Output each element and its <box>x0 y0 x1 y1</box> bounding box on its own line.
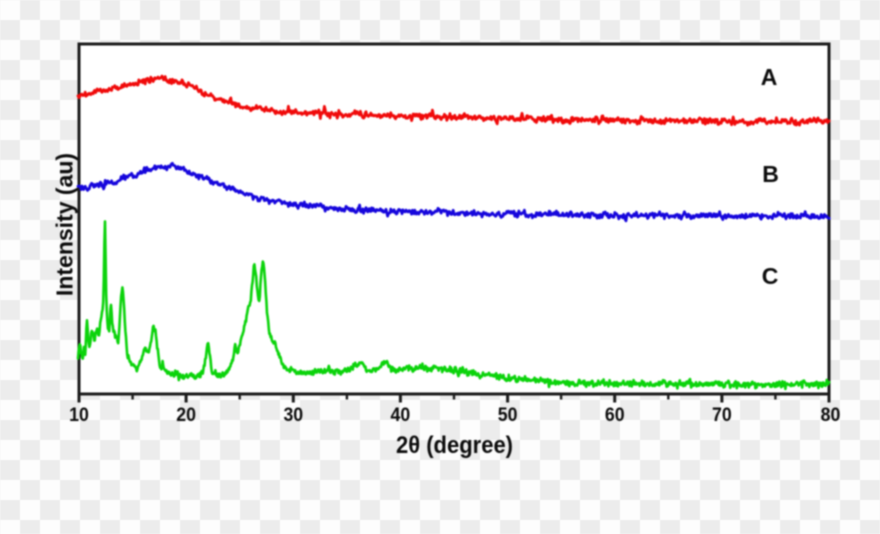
svg-text:2θ (degree): 2θ (degree) <box>396 432 513 459</box>
svg-text:B: B <box>762 161 779 187</box>
svg-text:30: 30 <box>283 405 303 426</box>
svg-text:50: 50 <box>498 405 518 426</box>
svg-text:80: 80 <box>821 405 841 426</box>
svg-text:C: C <box>762 263 779 289</box>
svg-text:20: 20 <box>176 405 196 426</box>
svg-text:40: 40 <box>391 405 411 426</box>
svg-text:A: A <box>761 64 778 90</box>
svg-text:Intensity (au): Intensity (au) <box>52 153 78 296</box>
svg-text:10: 10 <box>69 405 89 426</box>
svg-text:60: 60 <box>605 405 625 426</box>
svg-text:70: 70 <box>712 405 732 426</box>
